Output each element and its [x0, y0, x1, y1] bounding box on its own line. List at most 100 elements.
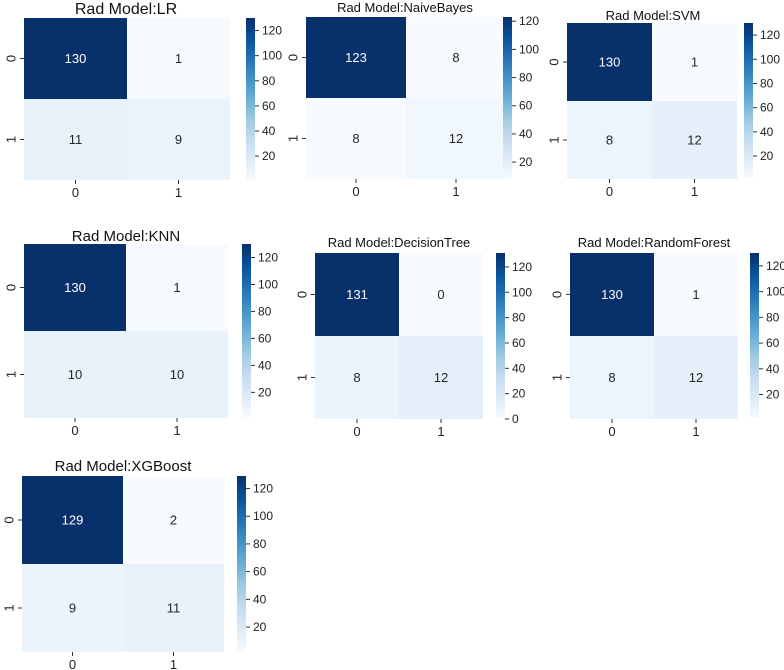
y-tick-label: 1: [294, 374, 309, 381]
x-tick-label: 0: [353, 424, 360, 439]
heatmap-cell: [654, 253, 738, 336]
colorbar-tick-label: 100: [519, 42, 539, 56]
cell-value-label: 8: [352, 131, 359, 146]
colorbar-tick-label: 80: [253, 537, 267, 551]
heatmap-cell: [306, 17, 406, 98]
cell-value-label: 123: [345, 50, 367, 65]
panel-title: Rad Model:RandomForest: [578, 235, 731, 250]
heatmap-cell: [22, 564, 123, 652]
cell-value-label: 1: [691, 55, 698, 70]
colorbar-tick-label: 60: [519, 99, 533, 113]
heatmap-cell: [406, 98, 506, 179]
colorbar-tick-label: 100: [512, 285, 532, 299]
heatmap-cell: [570, 253, 654, 336]
colorbar-tick-label: 40: [519, 127, 533, 141]
heatmap-cell: [24, 331, 126, 418]
cell-value-label: 1: [173, 280, 180, 295]
cell-value-label: 12: [449, 131, 463, 146]
colorbar-tick-label: 100: [253, 509, 273, 523]
heatmap-cell: [399, 336, 483, 419]
cell-value-label: 131: [346, 287, 368, 302]
x-tick-label: 1: [173, 423, 180, 438]
heatmap-cell: [126, 331, 228, 418]
x-tick-label: 0: [606, 184, 613, 199]
y-tick-label: 1: [546, 136, 561, 143]
heatmap-cell: [123, 564, 224, 652]
colorbar: [242, 244, 251, 418]
heatmap-cell: [654, 336, 738, 419]
heatmap-cell: [652, 23, 737, 101]
cell-value-label: 130: [65, 51, 87, 66]
colorbar-tick-label: 20: [262, 149, 276, 163]
colorbar-tick-label: 40: [760, 125, 774, 139]
colorbar-tick-label: 120: [262, 24, 282, 38]
y-tick-label: 0: [294, 291, 309, 298]
colorbar: [246, 18, 255, 180]
x-tick-label: 0: [72, 185, 79, 200]
panel-title: Rad Model:KNN: [72, 228, 180, 245]
cell-value-label: 130: [601, 287, 623, 302]
heatmap-cell: [127, 18, 230, 99]
panel-title: Rad Model:SVM: [606, 8, 701, 23]
heatmap-cell: [24, 18, 127, 99]
cell-value-label: 12: [434, 370, 448, 385]
heatmap-cell: [406, 17, 506, 98]
colorbar-tick-label: 60: [760, 101, 774, 115]
x-tick-label: 1: [692, 424, 699, 439]
colorbar-tick-label: 100: [766, 285, 784, 299]
cell-value-label: 8: [353, 370, 360, 385]
y-tick-label: 1: [549, 374, 564, 381]
colorbar-tick-label: 80: [512, 311, 526, 325]
colorbar-tick-label: 0: [512, 412, 519, 426]
colorbar-tick-label: 60: [766, 336, 780, 350]
x-tick-label: 0: [71, 423, 78, 438]
panel-title: Rad Model:LR: [75, 1, 177, 18]
x-tick-label: 1: [170, 657, 177, 670]
colorbar-tick-label: 80: [519, 71, 533, 85]
cell-value-label: 130: [64, 280, 86, 295]
cell-value-label: 10: [68, 367, 82, 382]
y-tick-label: 0: [285, 54, 300, 61]
cell-value-label: 8: [606, 133, 613, 148]
colorbar-tick-label: 20: [253, 620, 267, 634]
cell-value-label: 9: [175, 132, 182, 147]
cell-value-label: 8: [452, 50, 459, 65]
colorbar-tick-label: 40: [258, 358, 272, 372]
y-tick-label: 1: [1, 604, 16, 611]
cell-value-label: 9: [69, 601, 76, 616]
cell-value-label: 2: [170, 513, 177, 528]
colorbar-tick-label: 120: [766, 259, 784, 273]
cell-value-label: 8: [608, 370, 615, 385]
heatmap-cell: [22, 476, 123, 564]
heatmap-cell: [567, 23, 652, 101]
x-tick-label: 1: [452, 184, 459, 199]
y-tick-label: 1: [285, 135, 300, 142]
colorbar-tick-label: 40: [766, 362, 780, 376]
colorbar-tick-label: 120: [258, 250, 278, 264]
heatmap-cell: [652, 101, 737, 179]
colorbar-tick-label: 120: [519, 14, 539, 28]
colorbar-tick-label: 80: [262, 74, 276, 88]
heatmap-cell: [126, 244, 228, 331]
colorbar-tick-label: 100: [262, 49, 282, 63]
cell-value-label: 10: [170, 367, 184, 382]
colorbar-tick-label: 80: [258, 304, 272, 318]
heatmap-cell: [123, 476, 224, 564]
x-tick-label: 0: [352, 184, 359, 199]
colorbar-tick-label: 40: [253, 592, 267, 606]
heatmap-cell: [24, 244, 126, 331]
cell-value-label: 12: [689, 370, 703, 385]
y-tick-label: 1: [3, 136, 18, 143]
heatmap-cell: [127, 99, 230, 180]
colorbar: [496, 253, 505, 419]
heatmap-cell: [570, 336, 654, 419]
heatmap-cell: [315, 253, 399, 336]
cell-value-label: 1: [692, 287, 699, 302]
colorbar-tick-label: 40: [262, 124, 276, 138]
colorbar-tick-label: 20: [519, 155, 533, 169]
cell-value-label: 0: [437, 287, 444, 302]
